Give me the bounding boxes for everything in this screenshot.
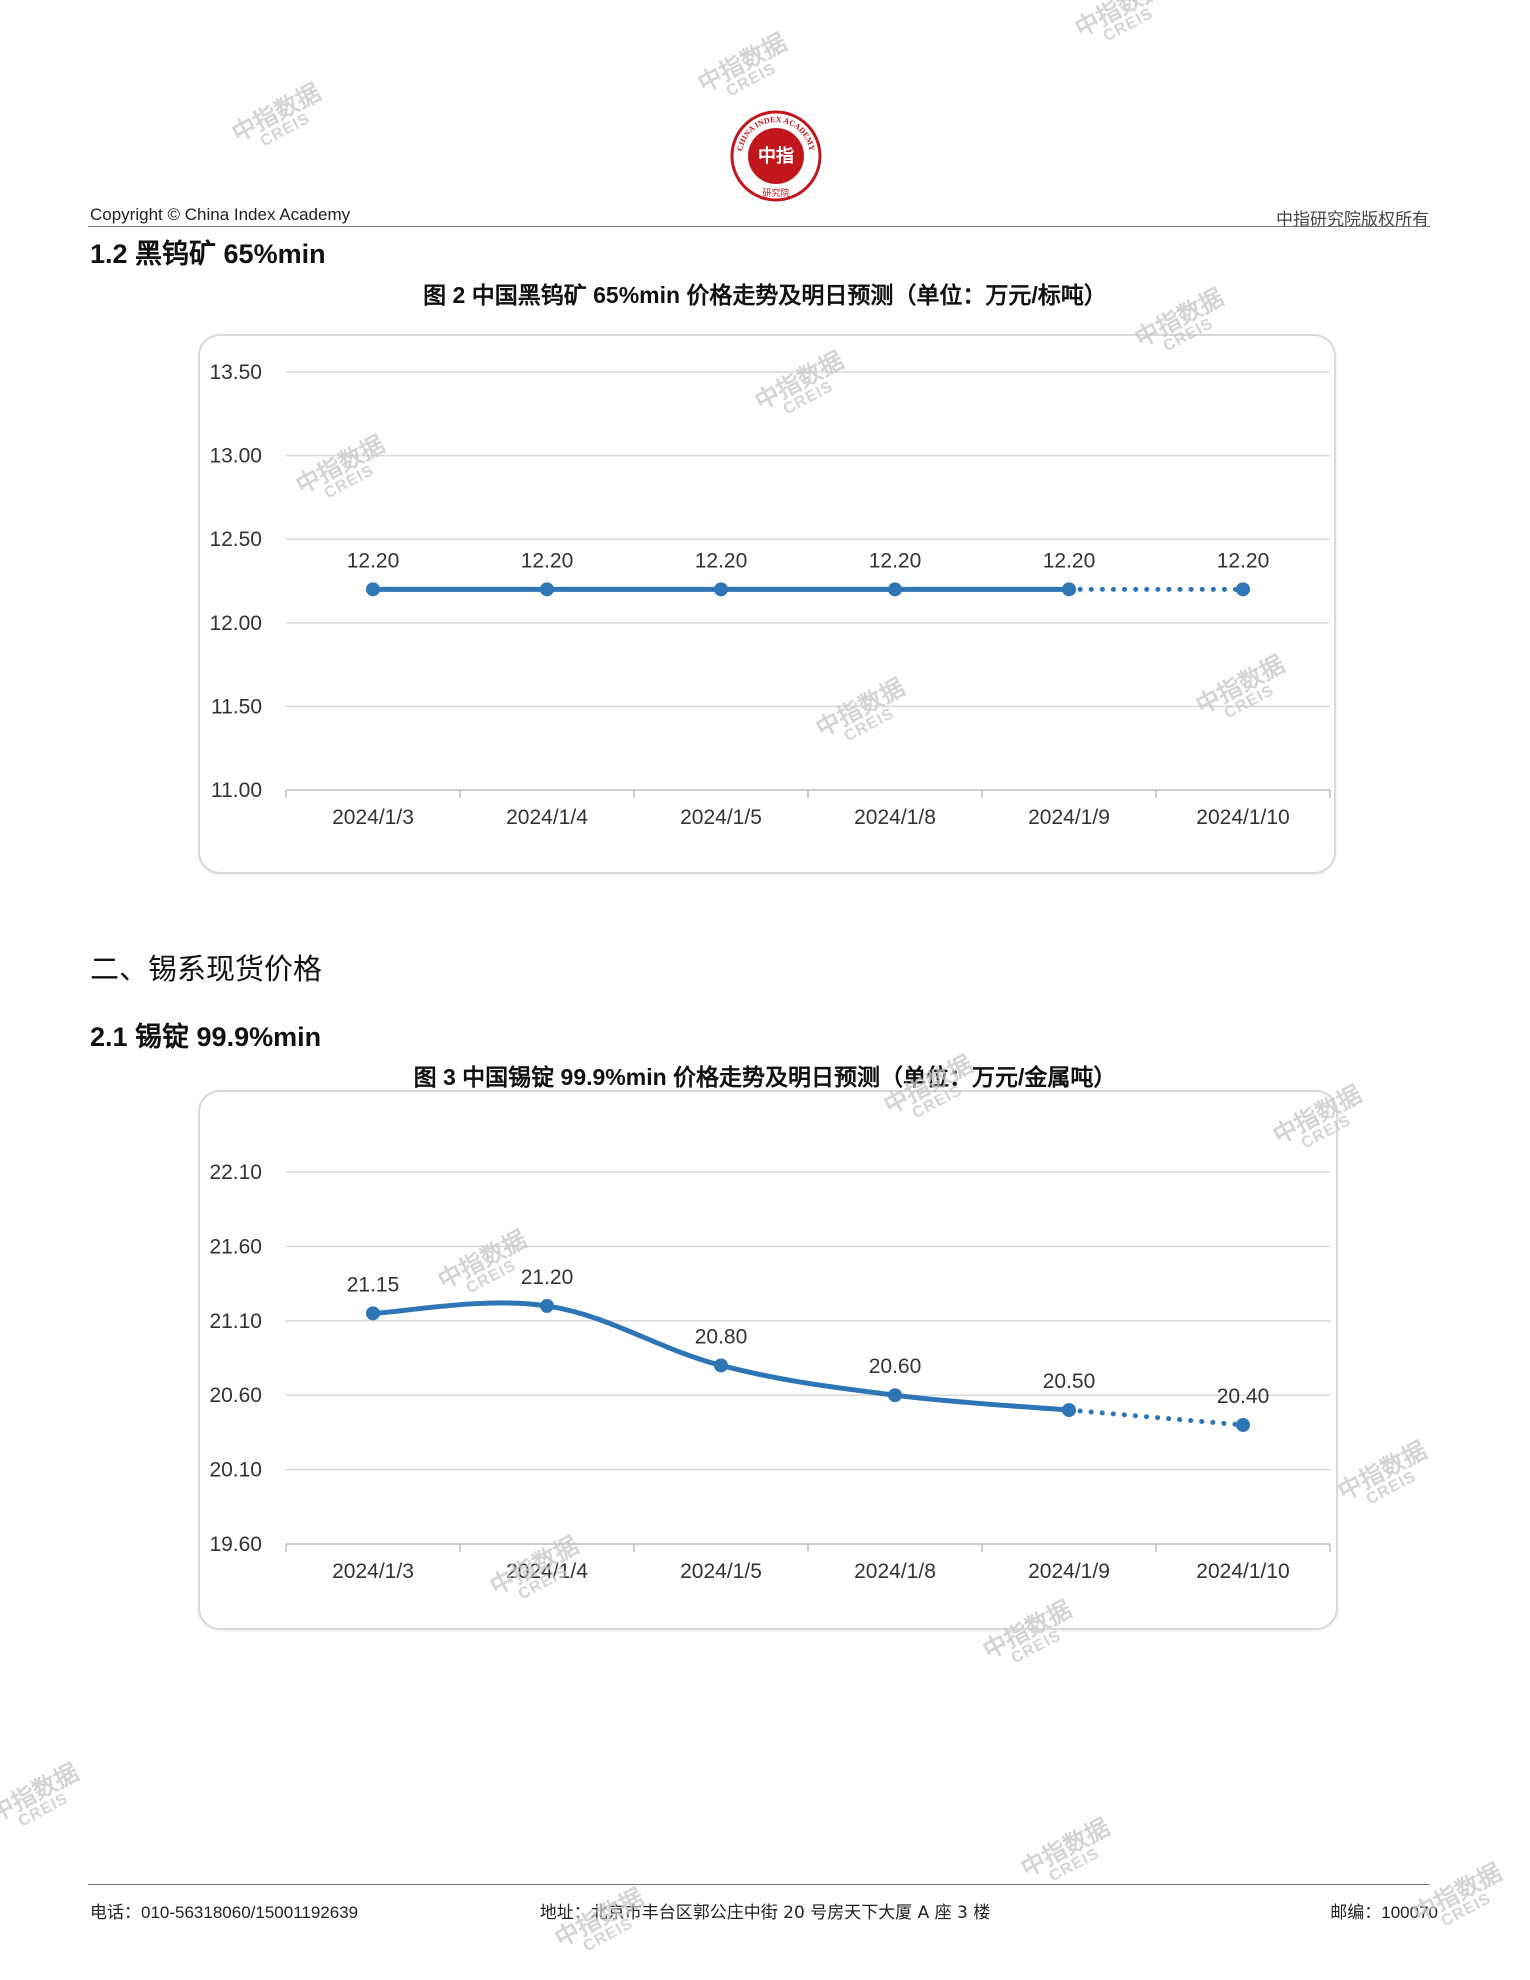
- watermark: 中指数据 CREIS: [1333, 1436, 1432, 1509]
- footer-divider: [88, 1884, 1430, 1885]
- watermark: 中指数据 CREIS: [0, 1758, 84, 1831]
- x-tick-label: 2024/1/9: [1028, 1560, 1110, 1583]
- y-tick-label: 12.50: [209, 528, 262, 551]
- y-tick-label: 21.60: [209, 1235, 262, 1258]
- series-line-actual: [370, 1300, 1072, 1413]
- data-label: 21.15: [347, 1273, 400, 1296]
- x-tick-label: 2024/1/4: [506, 1560, 588, 1583]
- y-tick-label: 13.00: [209, 445, 262, 468]
- china-index-academy-logo: CHINA INDEX ACADEMY 中指 研究院: [728, 108, 824, 204]
- watermark: 中指数据 CREIS: [693, 28, 792, 101]
- series-line-forecast: [1066, 1407, 1246, 1428]
- y-tick-label: 11.00: [211, 779, 262, 802]
- y-tick-label: 21.10: [209, 1310, 262, 1333]
- data-label: 12.20: [869, 549, 922, 572]
- data-label: 21.20: [521, 1266, 574, 1289]
- x-tick-label: 2024/1/5: [680, 806, 762, 829]
- data-point: [714, 582, 728, 597]
- data-point: [1062, 1403, 1076, 1418]
- data-point: [1062, 582, 1076, 597]
- figure-3-title: 图 3 中国锡锭 99.9%min 价格走势及明日预测（单位：万元/金属吨）: [413, 1064, 1117, 1090]
- x-tick-label: 2024/1/4: [506, 806, 588, 829]
- y-tick-label: 22.10: [209, 1161, 262, 1184]
- data-point: [540, 582, 554, 597]
- section-title-tin-ingot: 2.1 锡锭 99.9%min: [90, 1022, 322, 1052]
- data-label: 20.40: [1217, 1385, 1270, 1408]
- header-divider: [88, 226, 1430, 227]
- section-title-tungsten: 1.2 黑钨矿 65%min: [90, 239, 326, 269]
- chart-tin-svg: 19.60 20.10 20.60 21.10 21.60 22.10 2024/1/3 20…: [209, 1161, 1331, 1583]
- data-point: [714, 1358, 728, 1373]
- footer-address: 地址：北京市丰台区郭公庄中街 20 号房天下大厦 A 座 3 楼: [539, 1903, 991, 1923]
- logo-center-text: 中指: [758, 145, 794, 167]
- header-rights: 中指研究院版权所有: [1276, 210, 1429, 230]
- x-tick-label: 2024/1/10: [1196, 1560, 1289, 1583]
- chart-tungsten-svg: 11.00 11.50 12.00 12.50 13.00 13.50 2024/1/3 20…: [209, 361, 1331, 829]
- watermark: 中指数据 CREIS: [227, 78, 326, 151]
- x-tick-label: 2024/1/10: [1196, 806, 1289, 829]
- data-point: [1236, 582, 1250, 597]
- x-tick-label: 2024/1/8: [854, 1560, 936, 1583]
- footer-phone: 电话：010-56318060/15001192639: [90, 1903, 359, 1922]
- x-tick-label: 2024/1/3: [332, 1560, 414, 1583]
- y-tick-label: 13.50: [209, 361, 262, 384]
- data-label: 20.60: [869, 1355, 922, 1378]
- x-tick-label: 2024/1/3: [332, 806, 414, 829]
- watermark: 中指数据 CREIS: [1070, 0, 1169, 46]
- header-copyright: Copyright © China Index Academy: [90, 205, 351, 224]
- y-tick-label: 20.10: [209, 1459, 262, 1482]
- y-tick-label: 20.60: [209, 1384, 262, 1407]
- chart-tin-price: 19.60 20.10 20.60 21.10 21.60 22.10 2024/1/3 20…: [198, 1090, 1338, 1630]
- data-point: [540, 1298, 554, 1313]
- watermark: 中指数据 CREIS: [1408, 1858, 1507, 1931]
- data-point: [1236, 1417, 1250, 1432]
- watermark: 中指数据 CREIS: [550, 1883, 649, 1956]
- data-point: [366, 582, 380, 597]
- footer-postcode: 邮编：100070: [1330, 1903, 1438, 1922]
- data-label: 12.20: [521, 549, 574, 572]
- data-label: 20.50: [1043, 1370, 1096, 1393]
- data-point: [366, 1306, 380, 1321]
- x-tick-label: 2024/1/9: [1028, 806, 1110, 829]
- data-label: 12.20: [347, 549, 400, 572]
- y-tick-label: 12.00: [209, 612, 262, 635]
- data-label: 20.80: [695, 1325, 748, 1348]
- x-tick-label: 2024/1/5: [680, 1560, 762, 1583]
- data-point: [888, 582, 902, 597]
- data-label: 12.20: [1043, 549, 1096, 572]
- x-tick-label: 2024/1/8: [854, 806, 936, 829]
- section-title-tin: 二、锡系现货价格: [90, 952, 323, 986]
- y-tick-label: 19.60: [209, 1533, 262, 1556]
- figure-2-title: 图 2 中国黑钨矿 65%min 价格走势及明日预测（单位：万元/标吨）: [423, 282, 1107, 308]
- data-point: [888, 1388, 902, 1403]
- logo-bottom-text: 研究院: [762, 187, 789, 199]
- data-label: 12.20: [695, 549, 748, 572]
- chart-tungsten-price: 11.00 11.50 12.00 12.50 13.00 13.50 2024/1/3 20…: [198, 334, 1336, 874]
- data-label: 12.20: [1217, 549, 1270, 572]
- y-tick-label: 11.50: [211, 695, 262, 718]
